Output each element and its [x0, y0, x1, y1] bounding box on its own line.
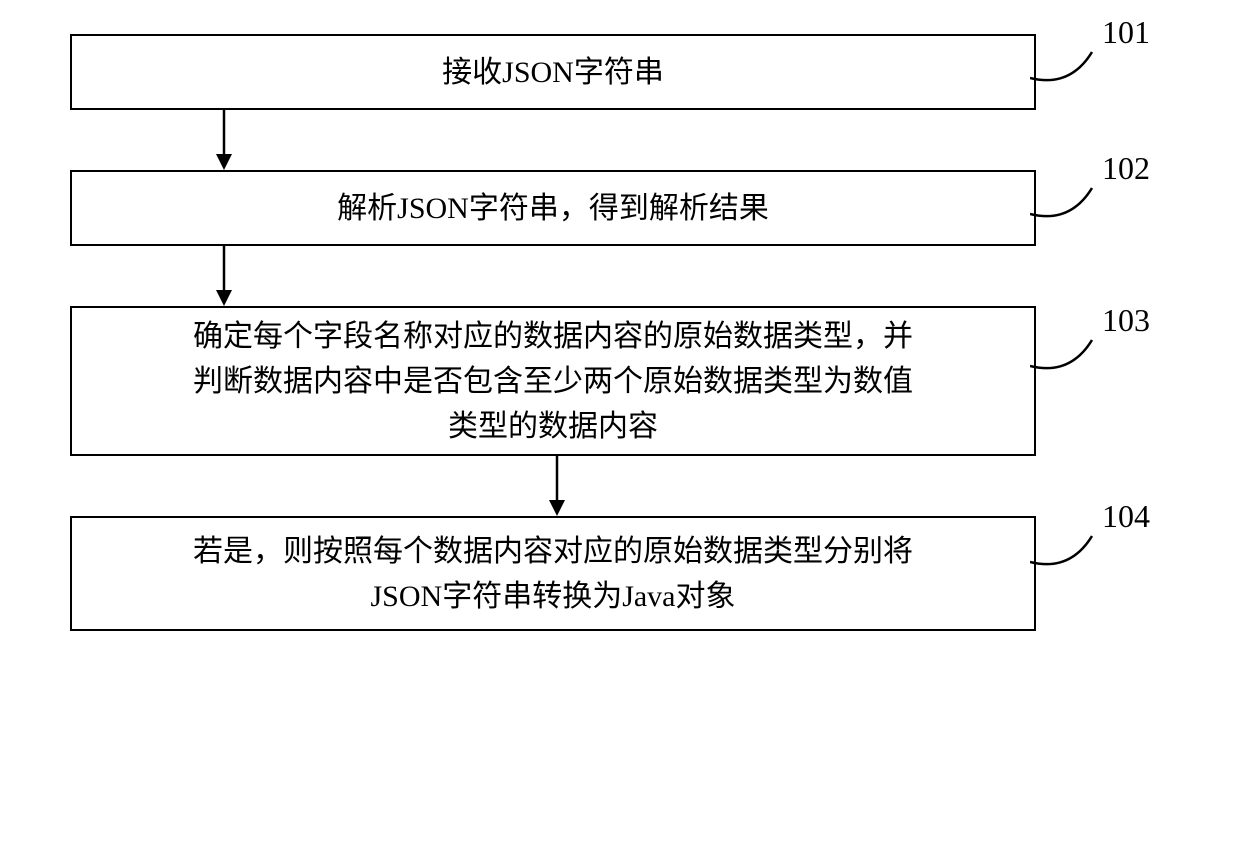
- step-103-line2: 判断数据内容中是否包含至少两个原始数据类型为数值: [193, 359, 913, 404]
- step-101-label: 101: [1102, 14, 1150, 51]
- connector-curve-101: [1030, 46, 1150, 106]
- step-104-line1: 若是，则按照每个数据内容对应的原始数据类型分别将: [193, 529, 913, 574]
- arrow-101-to-102: [70, 110, 1170, 170]
- arrow-103-to-104: [70, 456, 1170, 516]
- flowchart-step-102: 解析JSON字符串，得到解析结果: [70, 170, 1036, 246]
- step-104-label: 104: [1102, 498, 1150, 535]
- step-103-line1: 确定每个字段名称对应的数据内容的原始数据类型，并: [193, 314, 913, 359]
- step-104-textblock: 若是，则按照每个数据内容对应的原始数据类型分别将 JSON字符串转换为Java对…: [193, 529, 913, 619]
- step-104-line2: JSON字符串转换为Java对象: [193, 574, 913, 619]
- arrow-102-to-103: [70, 246, 1170, 306]
- connector-curve-104: [1030, 530, 1150, 590]
- connector-curve-102: [1030, 182, 1150, 242]
- step-102-text: 解析JSON字符串，得到解析结果: [337, 186, 769, 231]
- step-103-line3: 类型的数据内容: [193, 404, 913, 449]
- flowchart-container: 接收JSON字符串 101 解析JSON字符串，得到解析结果 102 确定每个字…: [70, 34, 1170, 631]
- connector-curve-103: [1030, 334, 1150, 394]
- flowchart-step-103: 确定每个字段名称对应的数据内容的原始数据类型，并 判断数据内容中是否包含至少两个…: [70, 306, 1036, 456]
- step-101-text: 接收JSON字符串: [442, 50, 664, 95]
- step-102-label: 102: [1102, 150, 1150, 187]
- step-103-label: 103: [1102, 302, 1150, 339]
- step-103-textblock: 确定每个字段名称对应的数据内容的原始数据类型，并 判断数据内容中是否包含至少两个…: [193, 314, 913, 449]
- flowchart-step-101: 接收JSON字符串: [70, 34, 1036, 110]
- flowchart-step-104: 若是，则按照每个数据内容对应的原始数据类型分别将 JSON字符串转换为Java对…: [70, 516, 1036, 631]
